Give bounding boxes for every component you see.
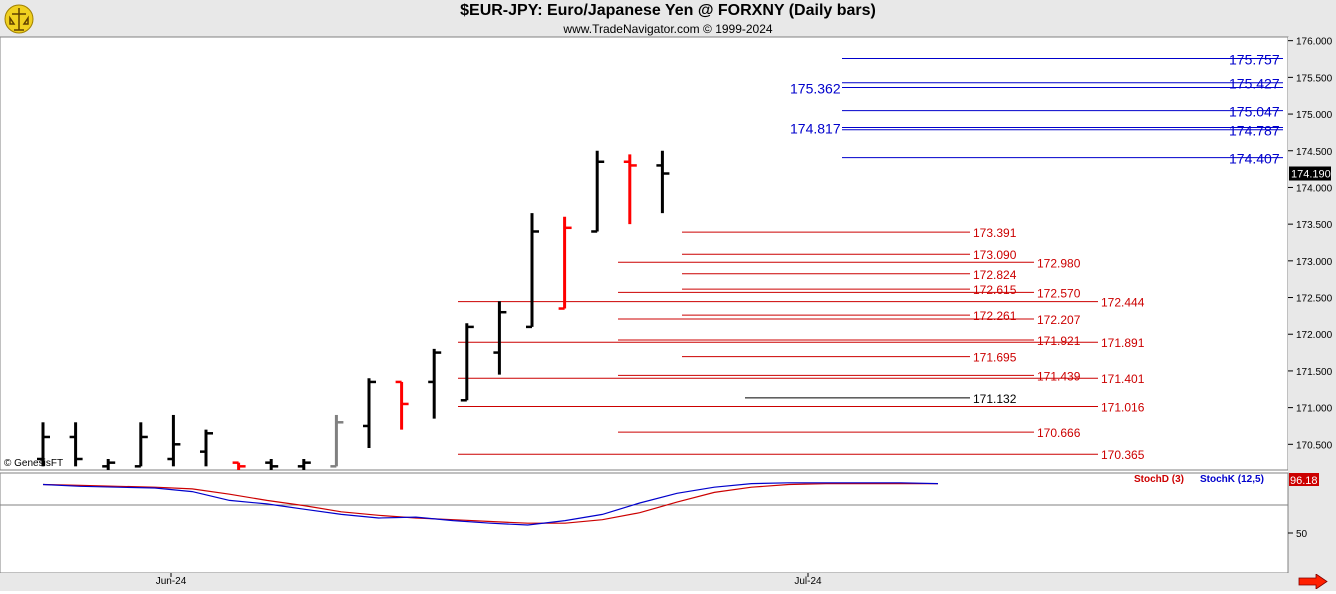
stochK-legend: StochK (12,5): [1200, 474, 1264, 485]
chart-header: $EUR-JPY: Euro/Japanese Yen @ FORXNY (Da…: [0, 0, 1336, 37]
stoch-value-label: 96.18: [1290, 475, 1318, 487]
red-level-label: 172.824: [973, 268, 1017, 282]
red-level-label: 172.615: [973, 283, 1017, 297]
watermark: © GenesisFT: [4, 458, 64, 469]
price-tick-label: 171.500: [1296, 367, 1333, 378]
price-tick-label: 173.000: [1296, 257, 1333, 268]
red-level-label: 172.444: [1101, 296, 1145, 310]
blue-level-label: 174.817: [790, 120, 841, 136]
black-level-label: 171.132: [973, 392, 1017, 406]
chart-title: $EUR-JPY: Euro/Japanese Yen @ FORXNY (Da…: [460, 2, 876, 19]
red-level-label: 171.891: [1101, 336, 1145, 350]
red-level-label: 170.666: [1037, 426, 1081, 440]
trading-logo-icon[interactable]: [4, 4, 34, 34]
price-panel: [0, 36, 1289, 471]
stochK-line: [42, 482, 939, 526]
chart-subtitle: www.TradeNavigator.com © 1999-2024: [563, 22, 773, 36]
red-level-label: 170.365: [1101, 448, 1145, 462]
red-level-label: 172.980: [1037, 256, 1081, 270]
stochD-legend: StochD (3): [1134, 474, 1184, 485]
stoch-panel: [0, 472, 1289, 574]
time-tick-label: Jun-24: [156, 576, 187, 587]
red-level-label: 171.695: [973, 351, 1017, 365]
blue-level-label: 175.362: [790, 80, 841, 96]
blue-level-label: 175.047: [1229, 104, 1280, 120]
blue-level-label: 175.427: [1229, 76, 1280, 92]
price-tick-label: 170.500: [1296, 440, 1333, 451]
price-tick-label: 172.000: [1296, 330, 1333, 341]
time-axis-panel: [0, 573, 1336, 591]
price-tick-label: 174.500: [1296, 147, 1333, 158]
blue-level-label: 174.407: [1229, 151, 1280, 167]
price-tick-label: 176.000: [1296, 37, 1333, 48]
price-tick-label: 175.500: [1296, 73, 1333, 84]
blue-level-label: 175.757: [1229, 52, 1280, 68]
red-level-label: 173.090: [973, 248, 1017, 262]
red-level-label: 171.016: [1101, 400, 1145, 414]
price-tick-label: 172.500: [1296, 294, 1333, 305]
red-level-label: 172.261: [973, 309, 1017, 323]
price-tick-label: 171.000: [1296, 404, 1333, 415]
scroll-right-arrow-icon[interactable]: [1298, 573, 1328, 590]
red-level-label: 172.570: [1037, 286, 1081, 300]
red-level-label: 173.391: [973, 226, 1017, 240]
last-price-badge: [1289, 166, 1331, 181]
price-tick-label: 175.000: [1296, 110, 1333, 121]
red-level-label: 172.207: [1037, 313, 1081, 327]
price-tick-label: 173.500: [1296, 220, 1333, 231]
time-tick-label: Jul-24: [794, 576, 822, 587]
stoch-value-badge: [1289, 473, 1319, 486]
stoch-axis-tick-label: 50: [1296, 529, 1308, 540]
stochD-line: [42, 483, 938, 524]
red-level-label: 171.921: [1037, 334, 1081, 348]
price-tick-label: 174.000: [1296, 183, 1333, 194]
red-level-label: 171.401: [1101, 372, 1145, 386]
blue-level-label: 174.787: [1229, 123, 1280, 139]
last-price-label: 174.190: [1291, 169, 1331, 181]
red-level-label: 171.439: [1037, 369, 1081, 383]
